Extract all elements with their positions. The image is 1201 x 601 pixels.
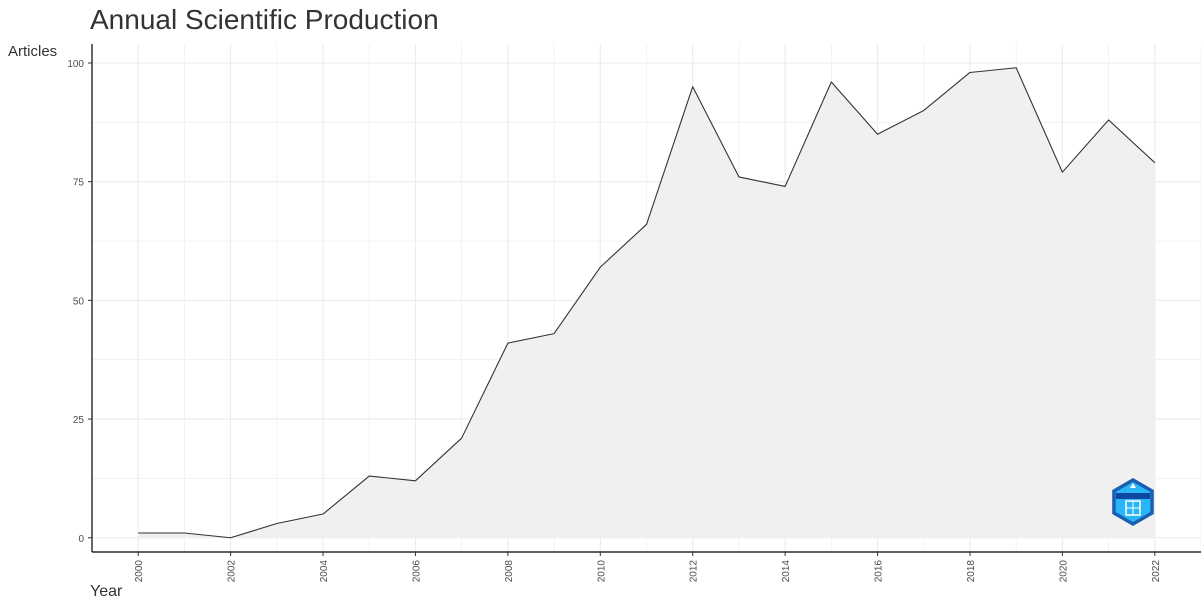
data-point bbox=[921, 108, 926, 113]
data-point bbox=[644, 222, 649, 227]
y-tick-label: 25 bbox=[73, 415, 85, 426]
x-tick-label: 2008 bbox=[504, 560, 515, 583]
data-point bbox=[1152, 160, 1157, 165]
x-axis-label: Year bbox=[90, 583, 123, 600]
data-point bbox=[829, 79, 834, 84]
data-point bbox=[783, 184, 788, 189]
logo-roof bbox=[1130, 483, 1136, 488]
x-tick-label: 2016 bbox=[874, 560, 885, 583]
data-point bbox=[182, 531, 187, 536]
area-fill bbox=[138, 67, 1155, 538]
data-point bbox=[736, 174, 741, 179]
data-point bbox=[367, 474, 372, 479]
x-tick-label: 2022 bbox=[1151, 560, 1162, 583]
data-point bbox=[598, 265, 603, 270]
data-point bbox=[274, 521, 279, 526]
y-tick-label: 50 bbox=[73, 296, 85, 307]
data-point bbox=[459, 436, 464, 441]
chart-title: Annual Scientific Production bbox=[90, 4, 439, 35]
data-point bbox=[505, 341, 510, 346]
data-point bbox=[413, 478, 418, 483]
series-line bbox=[138, 67, 1156, 539]
x-tick-label: 2006 bbox=[411, 560, 422, 583]
data-point bbox=[1014, 65, 1019, 70]
x-tick-label: 2018 bbox=[966, 560, 977, 583]
axes: 0 25 50 75 100 2000 2002 2004 2006 2008 2010 2012 20… bbox=[67, 44, 1201, 582]
x-tick-label: 2014 bbox=[781, 560, 792, 583]
data-point bbox=[967, 70, 972, 75]
y-tick-label: 0 bbox=[78, 534, 84, 545]
x-tick-label: 2004 bbox=[319, 560, 330, 583]
x-tick-label: 2000 bbox=[134, 560, 145, 583]
y-tick-label: 100 bbox=[67, 59, 84, 70]
x-tick-label: 2002 bbox=[227, 560, 238, 583]
bibliometrix-logo bbox=[1112, 478, 1154, 526]
data-point bbox=[690, 84, 695, 89]
x-tick-label: 2010 bbox=[596, 560, 607, 583]
x-tick-label: 2020 bbox=[1058, 560, 1069, 583]
plot-area bbox=[136, 65, 1157, 540]
data-point bbox=[321, 512, 326, 517]
data-point bbox=[228, 535, 233, 540]
data-point bbox=[552, 331, 557, 336]
data-point bbox=[875, 132, 880, 137]
logo-banner bbox=[1116, 493, 1150, 499]
data-point bbox=[1060, 170, 1065, 175]
x-tick-label: 2012 bbox=[689, 560, 700, 583]
y-tick-label: 75 bbox=[73, 178, 85, 189]
data-point bbox=[1106, 117, 1111, 122]
data-point bbox=[136, 531, 141, 536]
y-axis-label: Articles bbox=[8, 43, 58, 60]
